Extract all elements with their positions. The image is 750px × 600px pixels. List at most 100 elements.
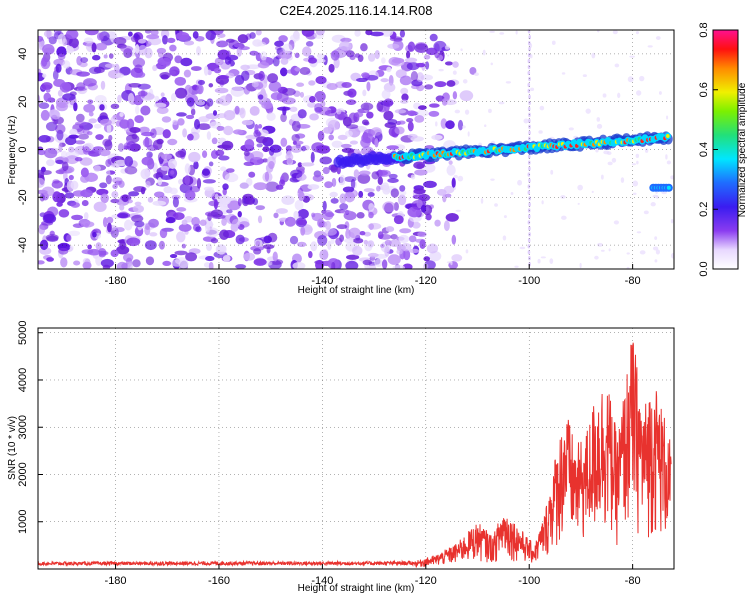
spectrogram-noise-blob [297,241,307,248]
spectrogram-noise-blob [169,44,177,52]
snr-y-tick-label: 2000 [17,462,29,486]
spectrogram-noise-blob [568,127,574,131]
spectrogram-noise-blob [327,240,332,251]
spectrogram-noise-blob [226,209,233,214]
spectrogram-noise-blob [178,178,184,185]
spectrogram-noise-blob [74,121,88,126]
spectrogram-noise-blob [450,261,453,266]
spectrogram-noise-blob [253,248,262,255]
spectrogram-noise-blob [460,48,463,52]
spectrogram-noise-blob [433,40,447,52]
spectrogram-noise-blob [235,264,247,269]
spectrogram-noise-blob [132,259,141,268]
spectrogram-noise-blob [80,189,93,198]
spectrogram-y-tick-label: 20 [17,96,29,108]
spectrogram-noise-blob [277,106,291,111]
spectrogram-noise-blob [280,57,289,65]
spectrogram-noise-blob [381,259,388,269]
snr-frame [37,327,675,570]
spectrogram-noise-blob [315,259,325,269]
spectrogram-noise-blob [383,110,394,121]
spectrogram-noise-blob [600,174,604,180]
spectrogram-noise-blob [503,215,507,219]
spectrogram-noise-blob [257,61,270,69]
spectrogram-noise-blob [661,191,667,195]
spectrogram-noise-blob [292,140,297,146]
spectrogram-noise-blob [51,180,63,189]
spectrogram-noise-blob [291,120,301,132]
spectrogram-noise-blob [361,72,370,78]
spectrogram-noise-blob [370,127,382,136]
spectrogram-noise-blob [441,98,448,106]
spectrogram-noise-blob [128,191,140,197]
spectrogram-noise-blob [278,35,288,43]
spectrogram-noise-blob [591,190,594,193]
spectrogram-noise-blob [457,119,464,131]
spectrogram-noise-blob [220,166,227,172]
spectrogram-noise-blob [156,138,164,145]
spectrogram-noise-blob [58,142,63,153]
spectrogram-noise-blob [404,57,418,63]
snr-y-tick-label: 3000 [17,415,29,439]
spectrogram-noise-blob [368,202,375,212]
spectrogram-noise-blob [345,260,359,269]
spectrogram-noise-blob [415,62,426,68]
spectrogram-noise-blob [434,81,447,88]
spectrogram-noise-blob [382,182,389,189]
spectrogram-noise-blob [174,250,188,256]
spectrogram-noise-blob [107,222,112,233]
spectrogram-noise-blob [206,243,213,251]
spectrogram-echo-streak [333,131,673,192]
spectrogram-noise-blob [438,68,444,72]
spectrogram-noise-blob [174,55,183,64]
spectrogram-noise-blob [215,149,225,157]
spectrogram-noise-blob [324,181,333,189]
spectrogram-noise-blob [297,109,307,119]
spectrogram-noise-blob [84,30,99,36]
spectrogram-noise-blob [45,88,51,93]
spectrogram-noise-blob [482,49,486,56]
spectrogram-noise-blob [38,225,46,235]
spectrogram-noise-blob [353,169,360,179]
spectrogram-noise-blob [643,210,649,215]
spectrogram-noise-blob [399,228,412,234]
spectrogram-noise-blob [631,163,637,166]
spectrogram-noise-blob [138,38,146,44]
snr-y-tick-label: 5000 [17,320,29,344]
spectrogram-noise-blob [137,83,151,90]
spectrogram-noise-blob [361,132,374,144]
spectrogram-noise-blob [238,46,250,51]
spectrogram-noise-blob [93,165,101,172]
spectrogram-noise-blob [426,47,438,56]
spectrogram-noise-blob [208,200,220,207]
spectrogram-noise-blob [428,103,440,108]
spectrogram-noise-blob [380,78,389,83]
spectrogram-noise-blob [55,159,64,165]
spectrogram-noise-blob [655,249,660,255]
spectrogram-vertical-feature [528,118,531,124]
spectrogram-noise-blob [480,198,484,204]
spectrogram-noise-blob [116,261,128,269]
spectrogram-noise-blob [452,91,458,100]
spectrogram-noise-blob [268,161,275,170]
spectrogram-noise-blob [519,246,526,250]
spectrogram-noise-blob [362,259,373,266]
spectrogram-noise-blob [323,55,328,66]
spectrogram-noise-blob [223,125,234,136]
spectrogram-noise-blob [251,81,259,88]
spectrogram-vertical-feature [528,178,531,183]
spectrogram-noise-blob [414,169,428,176]
spectrogram-noise-blob [73,102,78,112]
spectrogram-noise-blob [53,58,66,67]
spectrogram-noise-blob [127,93,135,104]
spectrogram-noise-blob [181,219,188,226]
spectrogram-noise-blob [81,200,89,207]
spectrogram-noise-blob [398,120,406,125]
spectrogram-noise-blob [297,219,308,226]
spectrogram-noise-blob [264,171,270,182]
spectrogram-noise-blob [359,230,366,236]
spectrogram-noise-blob [447,54,450,57]
spectrogram-noise-blob [69,245,74,251]
spectrogram-noise-blob [377,169,391,177]
colorbar-tick-label: 0.4 [698,142,710,157]
